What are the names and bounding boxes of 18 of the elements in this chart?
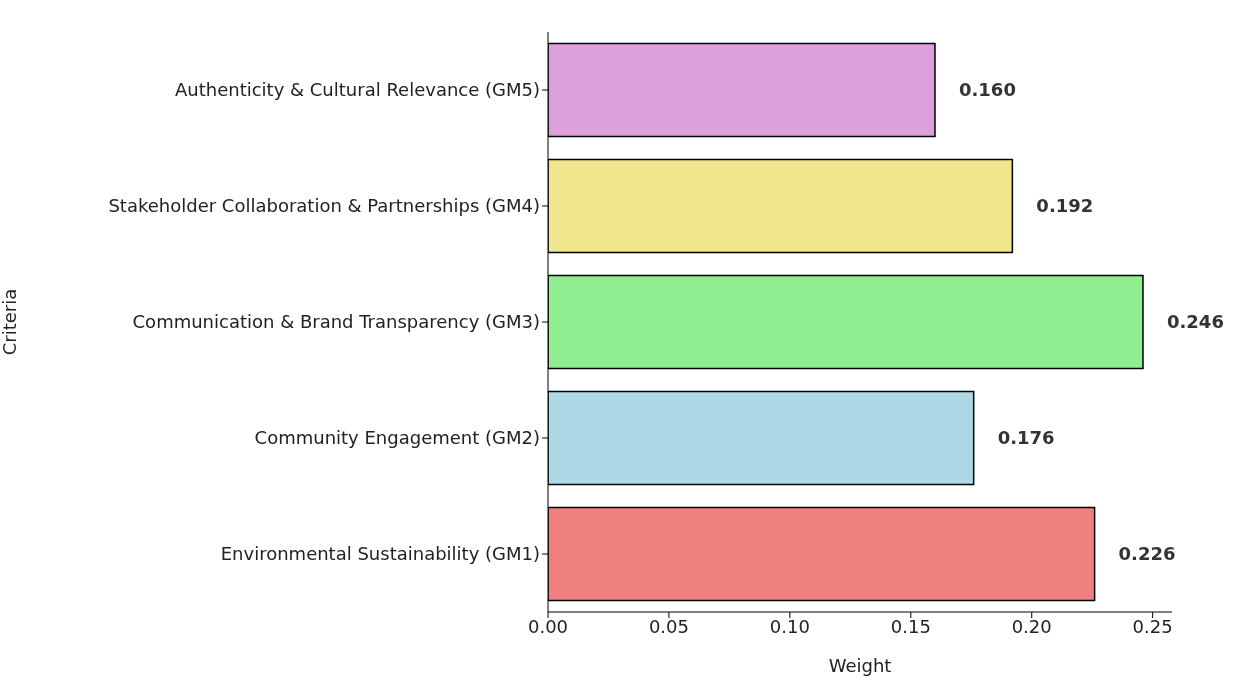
data-label: 0.226 [1118,543,1176,565]
data-label: 0.160 [958,79,1016,101]
x-tick-label: 0.15 [890,615,931,637]
x-tick-label: 0.00 [527,615,569,637]
x-tick-label: 0.05 [648,615,689,637]
y-tick-label: Authenticity & Cultural Relevance (GM5) [174,79,540,101]
data-label: 0.192 [1036,195,1094,217]
x-tick-label: 0.10 [769,615,810,637]
x-tick-label: 0.20 [1011,615,1052,637]
y-tick-label: Community Engagement (GM2) [254,427,540,449]
data-label: 0.246 [1166,311,1224,333]
y-tick-label: Communication & Brand Transparency (GM3) [132,311,540,333]
y-tick-label: Environmental Sustainability (GM1) [220,543,540,565]
x-tick-label: 0.25 [1132,615,1173,637]
data-label: 0.176 [997,427,1055,449]
y-tick-label: Stakeholder Collaboration & Partnerships (GM4) [108,195,540,217]
y-axis-title: Criteria [0,288,21,356]
x-axis-title: Weight [828,655,892,676]
